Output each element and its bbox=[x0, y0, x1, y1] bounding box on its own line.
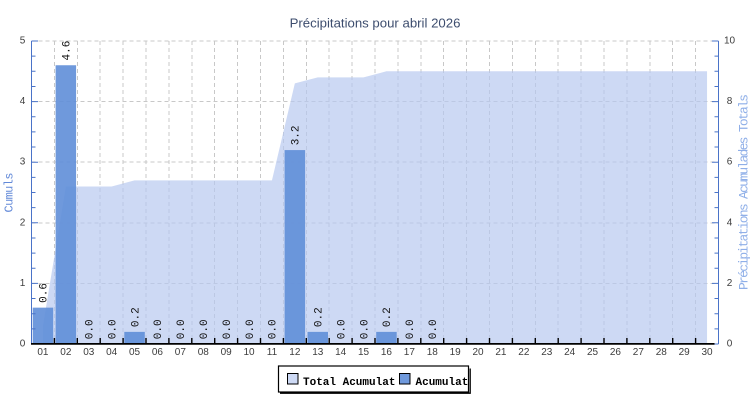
svg-text:28: 28 bbox=[656, 347, 668, 358]
svg-text:16: 16 bbox=[381, 347, 393, 358]
svg-text:10: 10 bbox=[243, 347, 255, 358]
svg-text:0.2: 0.2 bbox=[314, 307, 326, 327]
svg-text:29: 29 bbox=[679, 347, 691, 358]
svg-text:0.0: 0.0 bbox=[199, 319, 211, 339]
svg-text:30: 30 bbox=[701, 347, 713, 358]
svg-text:0.0: 0.0 bbox=[245, 319, 257, 339]
svg-text:05: 05 bbox=[129, 347, 141, 358]
svg-text:0.0: 0.0 bbox=[405, 319, 417, 339]
svg-text:0: 0 bbox=[727, 339, 733, 350]
svg-text:14: 14 bbox=[335, 347, 347, 358]
svg-text:0.0: 0.0 bbox=[85, 319, 97, 339]
svg-text:01: 01 bbox=[37, 347, 49, 358]
svg-text:20: 20 bbox=[472, 347, 484, 358]
svg-text:Acumulat: Acumulat bbox=[416, 377, 469, 389]
svg-text:0.0: 0.0 bbox=[222, 319, 234, 339]
svg-text:0.2: 0.2 bbox=[130, 307, 142, 327]
svg-text:21: 21 bbox=[495, 347, 507, 358]
svg-text:24: 24 bbox=[564, 347, 576, 358]
svg-text:0: 0 bbox=[20, 339, 26, 350]
svg-text:27: 27 bbox=[633, 347, 645, 358]
svg-text:Précipitations Acumulades Tota: Précipitations Acumulades Totals bbox=[737, 94, 750, 290]
svg-text:2: 2 bbox=[20, 217, 26, 228]
svg-text:12: 12 bbox=[289, 347, 301, 358]
svg-text:2: 2 bbox=[727, 278, 733, 289]
svg-text:4: 4 bbox=[20, 96, 26, 107]
svg-text:0.0: 0.0 bbox=[268, 319, 280, 339]
svg-text:10: 10 bbox=[724, 36, 736, 47]
svg-text:06: 06 bbox=[152, 347, 164, 358]
svg-text:15: 15 bbox=[358, 347, 370, 358]
svg-text:04: 04 bbox=[106, 347, 118, 358]
svg-text:0.6: 0.6 bbox=[39, 283, 51, 303]
svg-text:Total Acumulat: Total Acumulat bbox=[303, 377, 395, 389]
svg-text:02: 02 bbox=[60, 347, 72, 358]
svg-text:03: 03 bbox=[83, 347, 95, 358]
svg-text:09: 09 bbox=[221, 347, 233, 358]
svg-text:25: 25 bbox=[587, 347, 599, 358]
svg-text:0.0: 0.0 bbox=[176, 319, 188, 339]
svg-text:19: 19 bbox=[450, 347, 462, 358]
svg-text:6: 6 bbox=[727, 157, 733, 168]
svg-text:8: 8 bbox=[727, 96, 733, 107]
svg-text:0.0: 0.0 bbox=[336, 319, 348, 339]
svg-text:0.2: 0.2 bbox=[382, 307, 394, 327]
svg-text:26: 26 bbox=[610, 347, 622, 358]
svg-text:23: 23 bbox=[541, 347, 553, 358]
svg-text:17: 17 bbox=[404, 347, 416, 358]
svg-text:3: 3 bbox=[20, 157, 26, 168]
svg-text:22: 22 bbox=[518, 347, 530, 358]
svg-text:0.0: 0.0 bbox=[107, 319, 119, 339]
svg-text:08: 08 bbox=[198, 347, 210, 358]
svg-text:4: 4 bbox=[727, 217, 733, 228]
svg-text:0.0: 0.0 bbox=[428, 319, 440, 339]
svg-text:4.6: 4.6 bbox=[62, 41, 74, 61]
svg-text:Précipitations pour abril 2026: Précipitations pour abril 2026 bbox=[290, 16, 461, 31]
svg-text:1: 1 bbox=[20, 278, 26, 289]
svg-text:Cumuls: Cumuls bbox=[2, 173, 16, 213]
svg-text:0.0: 0.0 bbox=[153, 319, 165, 339]
svg-text:3.2: 3.2 bbox=[291, 125, 303, 145]
svg-text:11: 11 bbox=[267, 347, 278, 358]
svg-text:07: 07 bbox=[175, 347, 187, 358]
svg-text:13: 13 bbox=[312, 347, 324, 358]
svg-text:0.0: 0.0 bbox=[359, 319, 371, 339]
svg-text:18: 18 bbox=[427, 347, 439, 358]
svg-text:5: 5 bbox=[20, 36, 26, 47]
